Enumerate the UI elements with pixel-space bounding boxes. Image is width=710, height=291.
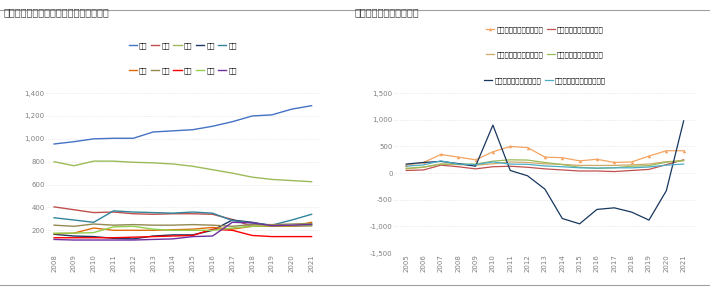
Legend: 广西, 广东, 安徽, 四川, 湖北: 广西, 广东, 安徽, 四川, 湖北 [129,68,237,74]
Legend: 棉花成本收益每亩净利润, 油菜籽成本收益每亩净利润: 棉花成本收益每亩净利润, 油菜籽成本收益每亩净利润 [484,77,606,84]
Text: 图：部分产区种植面积（单位：千公顾）: 图：部分产区种植面积（单位：千公顾） [4,7,109,17]
Text: 图：农作物成本收益比较: 图：农作物成本收益比较 [355,7,420,17]
